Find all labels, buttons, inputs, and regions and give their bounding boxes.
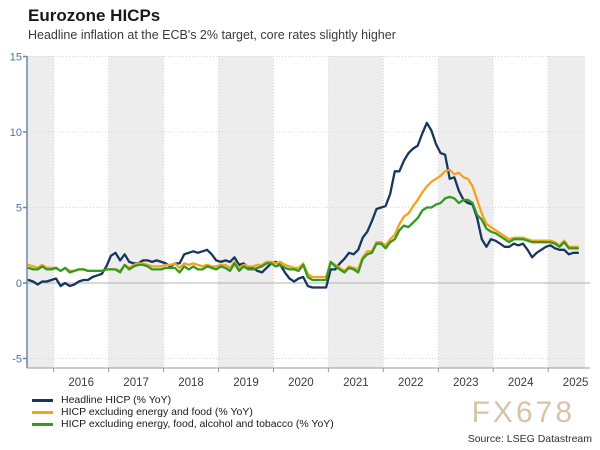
legend-label: HICP excluding energy and food (% YoY) bbox=[61, 406, 253, 419]
svg-text:2021: 2021 bbox=[343, 377, 369, 389]
svg-text:15: 15 bbox=[10, 52, 22, 64]
svg-text:-5: -5 bbox=[12, 354, 22, 366]
axes bbox=[23, 55, 590, 372]
svg-text:2017: 2017 bbox=[123, 377, 149, 389]
legend-label: Headline HICP (% YoY) bbox=[61, 394, 172, 407]
svg-text:2019: 2019 bbox=[233, 377, 259, 389]
y-tick-labels: -5 0 5 10 15 bbox=[10, 52, 22, 366]
year-shading-bands bbox=[27, 56, 585, 368]
legend-item-hicp-ex-energy-food-alcohol-tobacco: HICP excluding energy, food, alcohol and… bbox=[32, 419, 334, 431]
series-line-2 bbox=[27, 195, 580, 282]
chart-title: Eurozone HICPs bbox=[28, 6, 161, 25]
watermark-fx678: FX678 bbox=[471, 396, 575, 429]
svg-text:10: 10 bbox=[10, 127, 22, 139]
vertical-gridlines bbox=[53, 56, 549, 368]
horizontal-gridlines bbox=[27, 56, 590, 359]
x-tick-labels: 2016 2017 2018 2019 2020 2021 2022 2023 2024 2025 bbox=[68, 377, 588, 389]
svg-text:2025: 2025 bbox=[563, 377, 589, 389]
legend-item-hicp-ex-energy-food: HICP excluding energy and food (% YoY) bbox=[32, 407, 334, 419]
legend: Headline HICP (% YoY) HICP excluding ene… bbox=[32, 395, 334, 431]
ex-energy-food-line-swatch bbox=[32, 411, 53, 415]
svg-text:2016: 2016 bbox=[68, 377, 94, 389]
svg-text:2024: 2024 bbox=[508, 377, 534, 389]
svg-text:5: 5 bbox=[16, 203, 22, 215]
chart-subtitle: Headline inflation at the ECB's 2% targe… bbox=[28, 28, 396, 42]
svg-text:2023: 2023 bbox=[453, 377, 479, 389]
svg-text:2018: 2018 bbox=[178, 377, 204, 389]
svg-text:2022: 2022 bbox=[398, 377, 424, 389]
svg-text:2020: 2020 bbox=[288, 377, 314, 389]
ex-energy-food-alcohol-tobacco-line-swatch bbox=[32, 423, 53, 427]
series-line-0 bbox=[27, 121, 580, 289]
legend-label: HICP excluding energy, food, alcohol and… bbox=[61, 418, 334, 431]
headline-line-swatch bbox=[32, 399, 53, 403]
legend-item-headline-hicp: Headline HICP (% YoY) bbox=[32, 395, 334, 407]
source-attribution: Source: LSEG Datastream bbox=[467, 433, 592, 445]
svg-text:0: 0 bbox=[16, 278, 22, 290]
